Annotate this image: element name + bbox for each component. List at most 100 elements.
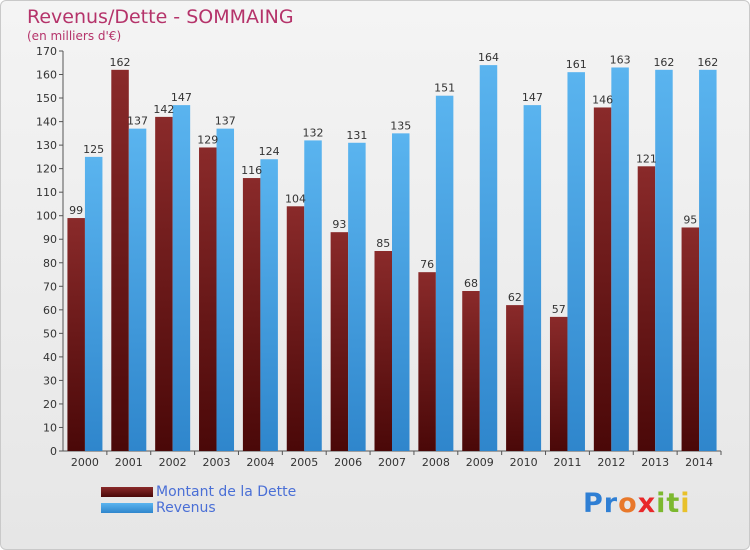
y-tick-label: 10 <box>43 421 57 434</box>
bar-dette <box>374 251 392 451</box>
bar-dette <box>330 232 349 451</box>
bar-revenus <box>523 105 542 451</box>
data-label: 85 <box>376 237 390 250</box>
y-tick-label: 170 <box>36 45 57 58</box>
data-label: 162 <box>110 56 131 69</box>
bar-dette <box>199 147 217 451</box>
bar-revenus <box>84 156 103 451</box>
bar-dette <box>462 291 480 451</box>
bar-revenus <box>655 69 673 451</box>
x-tick-label: 2012 <box>597 456 625 469</box>
x-tick-label: 2008 <box>422 456 450 469</box>
data-label: 124 <box>259 145 280 158</box>
logo-letter: x <box>637 488 657 519</box>
data-label: 95 <box>683 213 697 226</box>
x-tick-label: 2002 <box>159 456 187 469</box>
data-label: 163 <box>610 53 631 66</box>
logo-letter: P <box>583 488 604 519</box>
bar-revenus <box>216 128 235 451</box>
data-label: 137 <box>127 115 148 128</box>
y-tick-label: 60 <box>43 304 57 317</box>
data-label: 162 <box>653 56 674 69</box>
data-label: 62 <box>508 291 522 304</box>
data-label: 142 <box>153 103 174 116</box>
bar-dette <box>155 116 173 451</box>
x-tick-label: 2011 <box>553 456 581 469</box>
bar-revenus <box>392 133 410 451</box>
data-label: 146 <box>592 93 613 106</box>
data-label: 93 <box>332 218 346 231</box>
legend-label-revenus: Revenus <box>156 500 216 516</box>
y-tick-label: 90 <box>43 233 57 246</box>
legend-label-dette: Montant de la Dette <box>156 484 297 500</box>
data-label: 104 <box>285 192 306 205</box>
bar-revenus <box>435 95 454 452</box>
y-tick-label: 110 <box>36 186 57 199</box>
data-label: 99 <box>69 204 83 217</box>
data-label: 161 <box>566 58 587 71</box>
data-label: 129 <box>197 133 218 146</box>
data-label: 135 <box>390 119 411 132</box>
bar-dette <box>637 166 656 451</box>
y-tick-label: 30 <box>43 374 57 387</box>
logo-letter: i <box>680 488 691 519</box>
chart-title: Revenus/Dette - SOMMAING <box>27 6 294 28</box>
y-tick-label: 70 <box>43 280 57 293</box>
data-label: 147 <box>522 91 543 104</box>
x-tick-label: 2000 <box>71 456 99 469</box>
bar-dette <box>286 206 305 451</box>
logo-letter: o <box>618 488 638 519</box>
x-tick-label: 2010 <box>510 456 538 469</box>
x-tick-label: 2001 <box>115 456 143 469</box>
bar-dette <box>111 69 129 451</box>
bar-revenus <box>348 142 366 451</box>
bar-revenus <box>567 72 585 452</box>
logo-letter: r <box>603 488 619 519</box>
data-label: 132 <box>303 126 324 139</box>
x-tick-label: 2004 <box>246 456 274 469</box>
data-label: 68 <box>464 277 478 290</box>
data-label: 125 <box>83 143 104 156</box>
bar-revenus <box>128 128 147 451</box>
y-tick-label: 160 <box>36 69 57 82</box>
chart-subtitle: (en milliers d'€) <box>27 29 122 43</box>
bar-dette <box>681 227 700 451</box>
legend-swatch-dette <box>101 487 153 497</box>
data-label: 162 <box>697 56 718 69</box>
logo-letter: t <box>666 488 681 519</box>
bar-revenus <box>611 67 629 452</box>
data-label: 57 <box>552 303 566 316</box>
data-label: 151 <box>434 82 455 95</box>
bar-dette <box>242 178 261 451</box>
bar-revenus <box>479 65 498 451</box>
y-tick-label: 140 <box>36 116 57 129</box>
y-tick-label: 100 <box>36 210 57 223</box>
bar-revenus <box>172 105 191 451</box>
data-label: 116 <box>241 164 262 177</box>
data-label: 131 <box>346 129 367 142</box>
x-tick-label: 2006 <box>334 456 362 469</box>
x-tick-label: 2013 <box>641 456 669 469</box>
data-label: 121 <box>636 152 657 165</box>
data-label: 164 <box>478 51 499 64</box>
bar-dette <box>549 316 568 451</box>
bar-dette <box>593 107 612 452</box>
bar-dette <box>418 272 436 451</box>
x-tick-label: 2005 <box>290 456 318 469</box>
data-label: 137 <box>215 115 236 128</box>
bar-dette <box>506 305 524 451</box>
proxiti-logo: Proxiti <box>583 488 691 519</box>
data-label: 147 <box>171 91 192 104</box>
logo-letter: i <box>656 488 667 519</box>
y-tick-label: 80 <box>43 257 57 270</box>
y-tick-label: 40 <box>43 351 57 364</box>
bar-revenus <box>304 140 322 452</box>
bar-revenus <box>699 69 717 451</box>
y-tick-label: 130 <box>36 139 57 152</box>
x-tick-label: 2014 <box>685 456 713 469</box>
y-tick-label: 150 <box>36 92 57 105</box>
y-tick-label: 50 <box>43 327 57 340</box>
data-label: 76 <box>420 258 434 271</box>
legend-swatch-revenus <box>101 503 153 513</box>
